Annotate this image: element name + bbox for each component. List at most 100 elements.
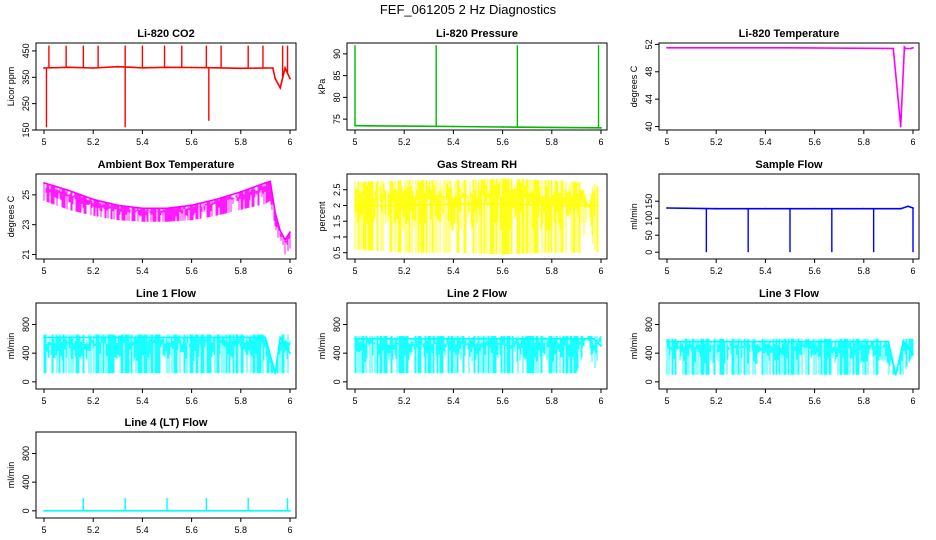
- series-band: [666, 338, 914, 375]
- data-point: [904, 47, 907, 50]
- page-title: FEF_061205 2 Hz Diagnostics: [379, 2, 557, 17]
- series-line: [667, 45, 914, 127]
- plot-frame: [346, 42, 608, 131]
- y-tick-label: 400: [21, 346, 31, 361]
- data-point: [190, 204, 193, 207]
- data-point: [264, 67, 267, 69]
- chart-panel: Line 1 Flow 5 5.2 5.4 5.6 5.8 6 0 400 800 ml/min: [6, 288, 297, 406]
- series-line: [666, 205, 914, 210]
- data-point: [862, 207, 865, 210]
- data-point: [92, 198, 95, 201]
- data-point: [912, 46, 914, 49]
- y-tick-label: 0: [332, 379, 342, 384]
- data-point: [279, 229, 282, 232]
- x-tick-label: 5: [352, 137, 357, 147]
- x-tick-label: 5.8: [546, 266, 559, 276]
- data-point: [116, 65, 119, 68]
- data-point: [715, 207, 718, 210]
- y-tick-label: 44: [644, 94, 654, 104]
- data-point: [43, 67, 45, 69]
- y-axis-label: ml/min: [6, 462, 16, 489]
- y-tick-label: 800: [21, 446, 31, 461]
- x-tick-label: 5.4: [759, 396, 772, 406]
- chart-title: Sample Flow: [755, 159, 823, 171]
- y-axis-label: kPa: [317, 79, 327, 95]
- data-point: [274, 211, 277, 214]
- y-tick-label: 350: [21, 70, 31, 85]
- x-tick-label: 5.4: [136, 137, 149, 147]
- data-point: [284, 67, 286, 69]
- x-tick-label: 6: [598, 266, 603, 276]
- x-tick-label: 5.2: [710, 396, 723, 406]
- chart-title: Li-820 CO2: [137, 28, 194, 40]
- x-tick-label: 6: [598, 396, 603, 406]
- data-point: [501, 203, 504, 205]
- data-point: [166, 207, 168, 210]
- data-point: [279, 86, 282, 89]
- data-point: [215, 198, 218, 201]
- x-tick-label: 5.4: [447, 137, 460, 147]
- data-point: [43, 182, 45, 184]
- y-axis-label: ml/min: [6, 333, 16, 360]
- y-tick-label: 23: [21, 220, 31, 230]
- chart-panel: Line 3 Flow 5 5.2 5.4 5.6 5.8 6 0 400 800 ml/min: [629, 288, 920, 406]
- data-point: [116, 204, 119, 207]
- x-tick-label: 6: [287, 137, 292, 147]
- data-point: [269, 180, 272, 183]
- data-point: [892, 47, 895, 50]
- x-tick-label: 6: [910, 137, 915, 147]
- data-point: [289, 509, 291, 512]
- data-point: [43, 509, 45, 512]
- y-tick-label: 52: [644, 39, 654, 49]
- data-point: [354, 337, 356, 340]
- chart-title: Line 4 (LT) Flow: [125, 417, 208, 429]
- x-tick-label: 5.4: [447, 396, 460, 406]
- data-point: [452, 203, 455, 205]
- x-tick-label: 5.6: [185, 396, 198, 406]
- x-tick-label: 5.6: [496, 266, 509, 276]
- data-point: [903, 46, 906, 49]
- data-point: [92, 67, 95, 69]
- data-point: [501, 126, 504, 128]
- y-tick-label: 150: [644, 194, 654, 209]
- y-tick-label: 21: [21, 250, 31, 260]
- y-tick-label: 85: [332, 71, 342, 81]
- x-tick-label: 5.8: [235, 396, 248, 406]
- data-point: [452, 125, 455, 128]
- x-tick-label: 5.6: [496, 396, 509, 406]
- x-tick-label: 5.8: [235, 266, 248, 276]
- x-tick-label: 5: [41, 525, 46, 535]
- y-tick-label: 2: [332, 203, 342, 208]
- y-axis-label: percent: [317, 201, 327, 232]
- data-point: [600, 345, 602, 347]
- x-tick-label: 5.2: [398, 137, 411, 147]
- y-tick-label: 25: [21, 190, 31, 200]
- x-tick-label: 5.6: [808, 396, 821, 406]
- x-tick-label: 5.2: [87, 525, 100, 535]
- x-tick-label: 5.8: [546, 137, 559, 147]
- chart-title: Li-820 Temperature: [739, 28, 840, 40]
- plot-frame: [35, 42, 297, 131]
- x-tick-label: 5: [352, 396, 357, 406]
- chart-panel: Line 2 Flow 5 5.2 5.4 5.6 5.8 6 0 400 800 ml/min: [317, 288, 608, 406]
- y-tick-label: 0: [644, 379, 654, 384]
- x-tick-label: 6: [287, 266, 292, 276]
- data-point: [264, 336, 267, 339]
- data-point: [271, 67, 274, 69]
- y-tick-label: 100: [644, 211, 654, 226]
- x-tick-label: 5.4: [447, 266, 460, 276]
- x-tick-label: 5.6: [185, 137, 198, 147]
- y-tick-label: 90: [332, 49, 342, 59]
- x-tick-label: 5: [41, 396, 46, 406]
- series-line: [354, 124, 602, 129]
- data-point: [215, 66, 218, 69]
- x-tick-label: 5.6: [185, 525, 198, 535]
- y-tick-label: 400: [332, 346, 342, 361]
- x-tick-label: 5.8: [235, 525, 248, 535]
- data-point: [575, 337, 578, 340]
- data-point: [899, 207, 902, 210]
- x-tick-label: 5.8: [858, 137, 871, 147]
- x-tick-label: 5: [352, 266, 357, 276]
- data-point: [899, 125, 902, 128]
- data-point: [597, 204, 600, 207]
